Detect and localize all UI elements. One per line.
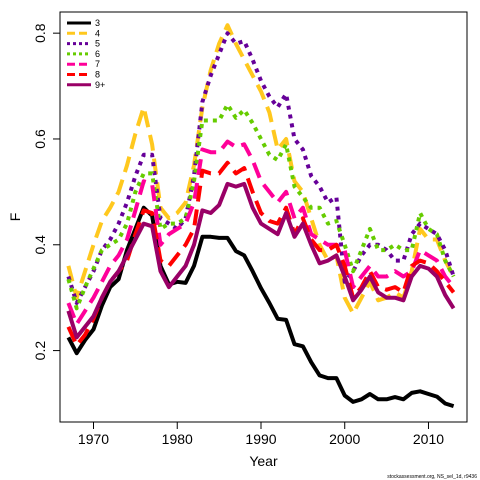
x-tick-label: 1990 — [245, 431, 276, 447]
legend-label-3: 5 — [95, 39, 100, 49]
series-line-4 — [66, 102, 456, 311]
x-tick-label: 2010 — [413, 431, 444, 447]
x-tick-label: 1980 — [162, 431, 193, 447]
legend-label-5: 7 — [95, 59, 100, 69]
x-axis-label: Year — [249, 453, 278, 469]
legend-label-7: 9+ — [95, 80, 105, 90]
series-line-7 — [66, 181, 456, 340]
y-tick-label: 0.6 — [32, 129, 48, 149]
x-tick-label: 2000 — [329, 431, 360, 447]
y-axis-label: F — [7, 213, 23, 222]
y-tick-label: 0.4 — [32, 235, 48, 255]
series-line-1 — [66, 205, 455, 409]
x-tick-label: 1970 — [78, 431, 109, 447]
legend-label-2: 4 — [95, 28, 100, 38]
axis-layer: 1970 1980 1990 2000 2010 0.2 0.4 0.6 0.8 — [32, 23, 444, 447]
series-layer — [66, 23, 456, 409]
legend-label-6: 8 — [95, 70, 100, 80]
series-line-6 — [66, 160, 456, 348]
y-tick-label: 0.8 — [32, 23, 48, 43]
legend-label-1: 3 — [95, 18, 100, 28]
legend-label-4: 6 — [95, 49, 100, 59]
footnote: stockassessment.org, NS_sel_1d, r9436 — [387, 474, 477, 480]
y-tick-label: 0.2 — [32, 341, 48, 361]
